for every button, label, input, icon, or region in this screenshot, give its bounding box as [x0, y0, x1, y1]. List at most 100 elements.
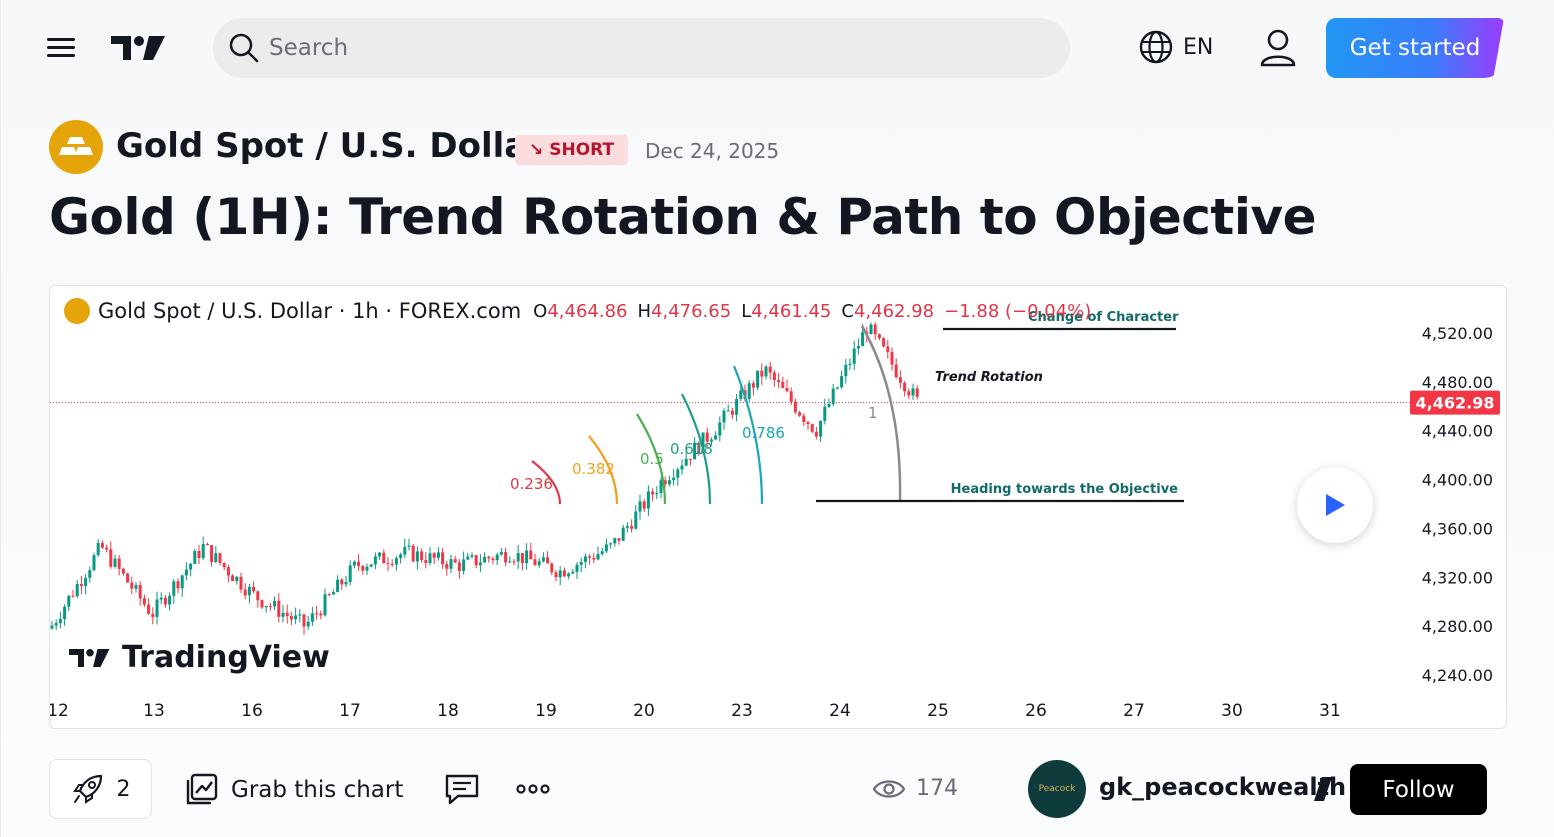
candle-body [579, 561, 583, 565]
candle-body [537, 561, 541, 566]
candle-body [546, 557, 550, 564]
fib-arc [531, 460, 562, 505]
candle-body [231, 575, 235, 582]
boost-button[interactable]: 2 [49, 759, 152, 819]
candle-body [764, 366, 768, 377]
candle-body [600, 551, 604, 554]
grab-chart-button[interactable]: Grab this chart [183, 772, 403, 808]
fib-arc-1 [860, 325, 902, 502]
candle-body [575, 564, 579, 572]
candle-body [613, 538, 617, 544]
follow-button[interactable]: Follow [1350, 764, 1487, 815]
get-started-button[interactable]: Get started [1326, 18, 1504, 78]
grab-label: Grab this chart [231, 777, 404, 803]
candle-body [369, 564, 373, 567]
candle-body [117, 558, 121, 569]
candle-body [382, 552, 386, 564]
candle-body [184, 569, 188, 576]
x-tick-label: 17 [339, 701, 361, 721]
candle-body [571, 571, 575, 574]
candle-body [462, 559, 466, 571]
candle-body [550, 563, 554, 573]
menu-icon[interactable] [47, 38, 77, 60]
candle-body [436, 552, 440, 558]
candle-body [365, 566, 369, 571]
arrow-down-right-icon: ↘ [529, 140, 544, 160]
candle-body [457, 562, 461, 571]
candle-body [373, 556, 377, 565]
y-tick-label: 4,280.00 [1422, 617, 1493, 636]
candle-body [609, 543, 613, 545]
fib-arc [636, 413, 667, 505]
candle-body [407, 545, 411, 547]
candle-body [88, 570, 92, 579]
candle-body [357, 561, 361, 566]
price-chart[interactable]: 12 13 16 17 18 19 20 23 24 25 26 27 30 31 4,520.00 4,48… [50, 286, 1507, 729]
tradingview-watermark: TradingView [68, 640, 330, 675]
candle-body [54, 623, 58, 626]
candle-body [445, 564, 449, 569]
search-input[interactable] [269, 35, 1029, 61]
candle-body [651, 491, 655, 495]
author-avatar[interactable]: Peacock [1028, 760, 1086, 818]
candle-body [92, 555, 96, 571]
fib-arc [732, 365, 764, 505]
fib-label: 0.236 [510, 475, 553, 493]
rocket-icon [72, 774, 102, 804]
candle-body [50, 625, 54, 629]
candle-body [289, 616, 293, 620]
candle-body [256, 591, 260, 601]
comment-icon[interactable] [444, 772, 480, 806]
gold-symbol-icon[interactable] [49, 120, 103, 174]
candle-body [512, 561, 516, 563]
candle-body [273, 600, 277, 607]
fib-arc [588, 435, 619, 505]
search-icon [229, 33, 259, 63]
candle-body [113, 558, 117, 567]
candle-body [840, 376, 844, 388]
language-switcher[interactable]: EN [1139, 30, 1213, 64]
candle-body [226, 567, 230, 576]
high-value: 4,476.65 [651, 300, 732, 322]
idea-title: Gold (1H): Trend Rotation & Path to Obje… [49, 188, 1316, 246]
candle-body [911, 388, 915, 396]
candle-body [252, 586, 256, 592]
chart-legend: Gold Spot / U.S. Dollar · 1h · FOREX.com… [64, 298, 1091, 324]
candle-body [798, 412, 802, 416]
candle-body [298, 614, 302, 616]
candle-body [201, 544, 205, 559]
candle-body [541, 557, 545, 562]
fib-label: 0.786 [742, 424, 785, 442]
more-options-icon[interactable] [516, 780, 550, 798]
tradingview-logo[interactable] [111, 32, 167, 64]
candle-body [109, 549, 113, 567]
play-button[interactable] [1297, 467, 1373, 543]
last-price-label: 4,462.98 [1416, 394, 1495, 413]
candle-body [672, 477, 676, 481]
candle-body [130, 582, 134, 589]
candle-body [470, 555, 474, 557]
search-bar[interactable] [213, 18, 1070, 78]
high-key: H [637, 300, 652, 322]
candle-body [100, 543, 104, 548]
candle-body [730, 410, 734, 415]
candle-body [525, 550, 529, 564]
candle-body [67, 595, 71, 607]
candle-body [75, 583, 79, 597]
candle-body [260, 600, 264, 608]
candle-body [504, 552, 508, 563]
candle-body [621, 527, 625, 541]
candle-body [701, 432, 705, 454]
candle-body [294, 615, 298, 620]
symbol-name[interactable]: Gold Spot / U.S. Dollar [116, 126, 544, 166]
candle-body [604, 544, 608, 552]
candle-body [441, 552, 445, 565]
author-name[interactable]: gk_peacockwealth [1099, 773, 1347, 801]
close-value: 4,462.98 [853, 300, 935, 322]
candle-body [684, 458, 688, 466]
user-icon[interactable] [1259, 28, 1297, 68]
candle-body [390, 563, 394, 565]
candle-body [163, 597, 167, 605]
chart-card[interactable]: 12 13 16 17 18 19 20 23 24 25 26 27 30 31 4,520.00 4,48… [49, 285, 1507, 729]
candle-body [915, 388, 919, 397]
